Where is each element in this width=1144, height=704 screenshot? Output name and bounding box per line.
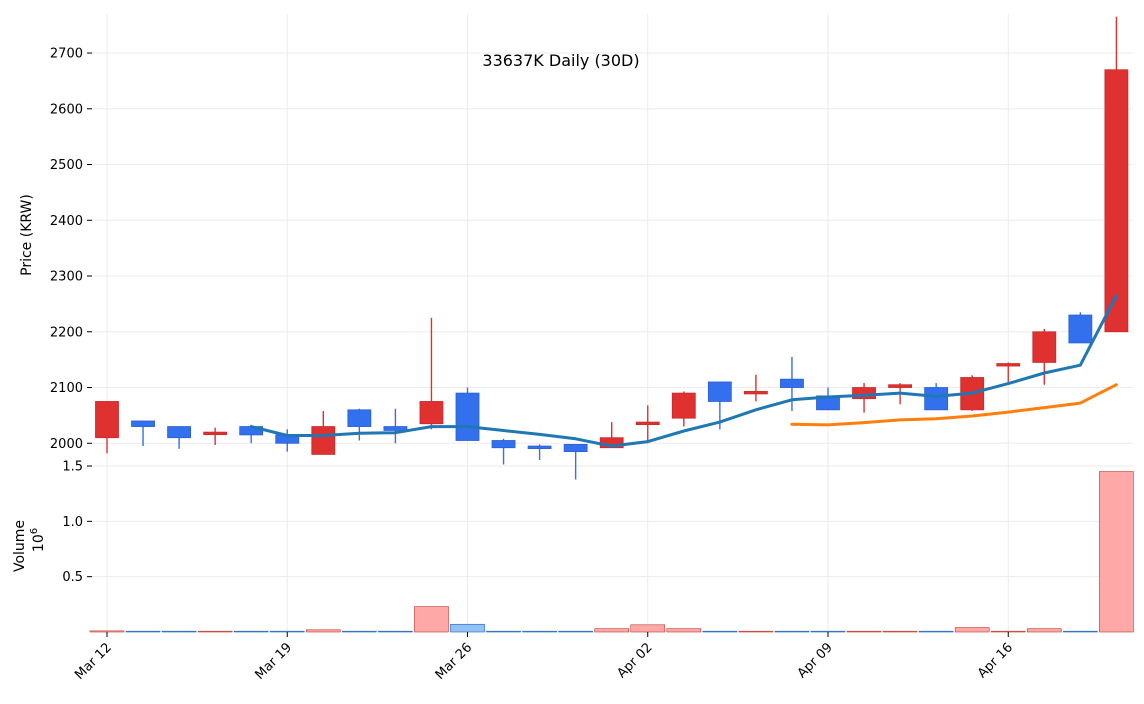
candle-body (167, 426, 192, 439)
ma-long-line (790, 383, 1118, 427)
candle-body (924, 387, 949, 411)
candle-body (95, 401, 119, 439)
price-tick-label: 2500 (50, 158, 83, 173)
candle-body (203, 431, 228, 436)
volume-bar (810, 630, 846, 633)
candle-body (311, 426, 336, 455)
volume-bar (1063, 630, 1098, 633)
x-tick-label: Apr 16 (975, 640, 1016, 681)
volume-bar (594, 628, 630, 633)
ma-short-line (249, 294, 1118, 448)
volume-scale-label: 106 (29, 528, 47, 552)
volume-bar (197, 630, 233, 633)
x-tick-label: Mar 19 (253, 640, 296, 683)
volume-bar (702, 630, 738, 633)
candle-body (131, 420, 155, 427)
volume-tick-label: 1.5 (62, 460, 83, 475)
volume-bar (450, 623, 485, 633)
candle-body (347, 409, 372, 427)
volume-bar (882, 630, 918, 633)
candle-body (744, 391, 768, 395)
grid-layer (92, 14, 1133, 632)
volume-bar (233, 630, 269, 633)
x-tick-label: Apr 02 (614, 640, 655, 681)
candle-body (491, 440, 516, 449)
axes: Mar 12 Mar 19 Mar 26 Apr 02 Apr 09 Apr 16 2000… (50, 47, 1016, 683)
candle-body (780, 378, 804, 388)
volume-bar (161, 630, 197, 633)
candle-body (635, 421, 660, 425)
volume-bar (954, 627, 990, 633)
volume-bar (630, 624, 666, 633)
candle-body (527, 445, 552, 449)
price-tick-label: 2100 (50, 381, 83, 396)
volume-axis-label: Volume (12, 520, 28, 572)
candle-body (1104, 69, 1129, 333)
volume-bar (558, 630, 593, 633)
price-tick-label: 2400 (50, 214, 83, 229)
volume-bar (89, 630, 125, 633)
volume-bar (378, 630, 413, 633)
volume-bar (1026, 628, 1062, 633)
volume-bar (846, 630, 882, 633)
volume-scale-exponent: 6 (29, 528, 40, 534)
volume-bar (990, 630, 1026, 633)
volume-bar (774, 630, 810, 633)
candles (95, 16, 1129, 480)
volume-bar (125, 630, 161, 633)
volume-scale-base: 10 (31, 534, 47, 552)
volume-bar (666, 628, 702, 633)
price-tick-label: 2300 (50, 270, 83, 285)
volume-bar (342, 630, 377, 633)
volume-tick-label: 0.5 (62, 570, 83, 585)
x-tick-label: Mar 26 (433, 640, 476, 683)
candle-body (707, 381, 732, 402)
price-tick-label: 2000 (50, 437, 83, 452)
volume-bar (269, 630, 305, 633)
candle-body (888, 384, 912, 388)
volume-bar (1099, 471, 1134, 633)
x-tick-label: Mar 12 (72, 640, 115, 683)
candle-body (419, 401, 444, 425)
volume-bar (738, 630, 774, 633)
price-tick-label: 2600 (50, 102, 83, 117)
price-tick-label: 2700 (50, 47, 83, 62)
candle-body (1068, 314, 1093, 344)
volume-bar (414, 606, 449, 633)
candle-body (455, 392, 480, 441)
price-axis-label: Price (KRW) (19, 194, 35, 276)
x-tick-label: Apr 09 (795, 640, 836, 681)
price-tick-label: 2200 (50, 325, 83, 340)
volume-bar (522, 630, 557, 633)
candle-body (563, 443, 588, 453)
volume-tick-label: 1.0 (62, 515, 83, 530)
moving-averages (249, 294, 1118, 448)
volume-bar (918, 630, 954, 633)
candle-body (996, 363, 1021, 367)
candle-body (383, 426, 408, 431)
candle-body (671, 392, 696, 419)
candle-body (1032, 331, 1057, 363)
chart-title: 33637K Daily (30D) (482, 51, 639, 70)
volume-bar (305, 629, 341, 633)
volume-bars (89, 471, 1134, 633)
volume-bar (486, 630, 521, 633)
